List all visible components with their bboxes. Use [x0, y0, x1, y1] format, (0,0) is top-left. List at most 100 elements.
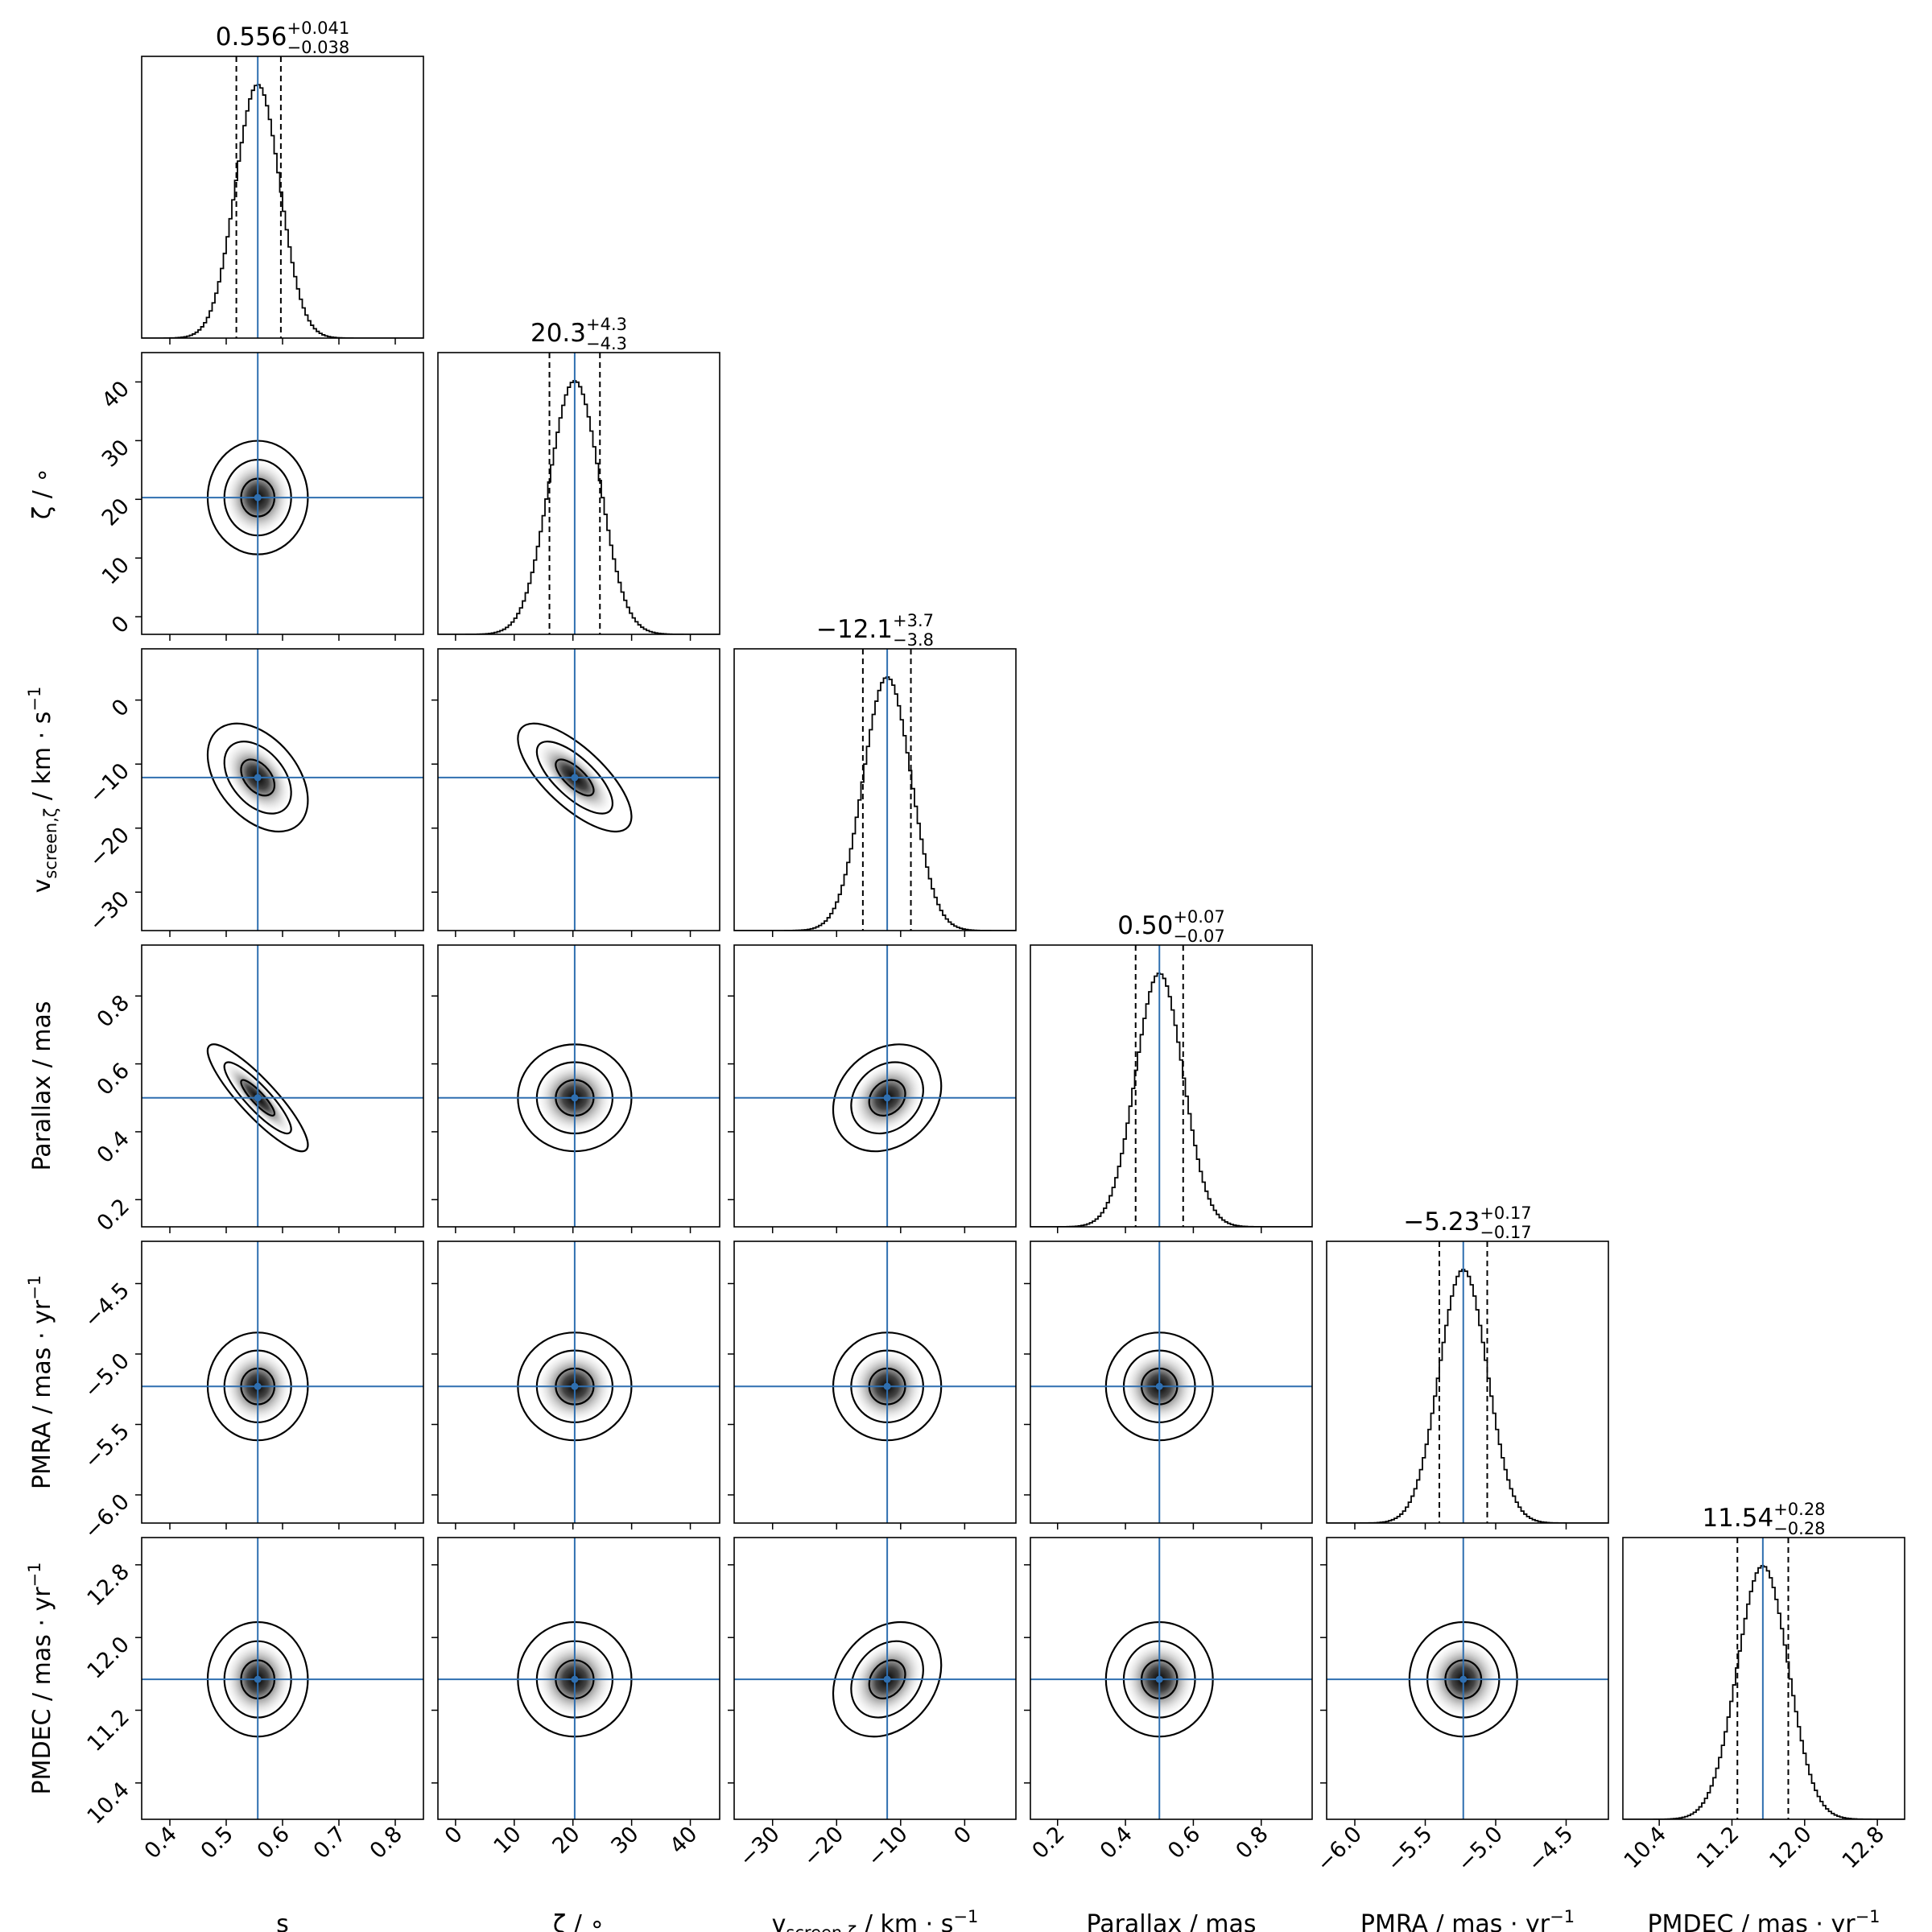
x-tick-label-s: 0.6: [253, 1822, 295, 1864]
panel-v_screen_zeta-vs-s: [135, 648, 424, 937]
x-tick-label-parallax: 0.2: [1027, 1822, 1069, 1864]
x-tick-label-v_screen_zeta: −10: [863, 1822, 913, 1872]
title-value: −5.23: [1403, 1208, 1480, 1236]
title-minus: −3.8: [893, 630, 934, 650]
contour-level-3: [832, 1043, 943, 1153]
title-value: 11.54: [1702, 1504, 1773, 1533]
panel-parallax-vs-v_screen_zeta: [728, 944, 1017, 1233]
title-pmdec: 11.54+0.28 −0.28: [1702, 1500, 1825, 1538]
x-tick-label-pmdec: 12.0: [1765, 1822, 1816, 1873]
x-tick-label-pmra: −4.5: [1523, 1822, 1578, 1876]
truth-point: [1459, 1675, 1468, 1683]
y-axis-label-zeta: ζ / ∘: [28, 468, 56, 519]
y-tick-label-v_screen_zeta: −10: [85, 758, 134, 808]
truth-point: [883, 1094, 891, 1102]
panel-pmra-vs-s: [135, 1241, 424, 1530]
panel-parallax-vs-s: [135, 944, 424, 1233]
panel-pmdec-vs-s: [135, 1537, 424, 1826]
y-tick-label-parallax: 0.2: [93, 1194, 134, 1236]
truth-point: [254, 774, 262, 782]
panel-frame: [1326, 1537, 1609, 1820]
histogram-s: [142, 84, 423, 338]
y-tick-label-parallax: 0.8: [93, 990, 134, 1032]
truth-point: [1155, 1675, 1163, 1683]
title-value: 0.50: [1117, 911, 1173, 940]
panel-pmdec-vs-parallax: [1024, 1537, 1313, 1826]
truth-point: [254, 1382, 262, 1390]
y-tick-label-zeta: 40: [97, 376, 134, 413]
title-value: −12.1: [816, 615, 893, 644]
x-tick-label-pmdec: 10.4: [1620, 1822, 1671, 1873]
x-tick-label-parallax: 0.4: [1096, 1822, 1137, 1864]
truth-point: [571, 1382, 579, 1390]
panel-pmra-vs-parallax: [1024, 1241, 1313, 1530]
panel-frame: [437, 1537, 720, 1820]
panel-frame: [437, 1241, 720, 1524]
y-tick-label-pmdec: 12.0: [83, 1632, 134, 1683]
x-tick-label-pmdec: 11.2: [1692, 1822, 1744, 1873]
truth-point: [883, 1675, 891, 1683]
contour-level-2: [850, 1061, 924, 1135]
y-tick-label-pmra: −5.0: [80, 1348, 134, 1403]
y-tick-label-parallax: 0.6: [93, 1059, 134, 1100]
contour-level-1: [240, 1079, 276, 1117]
title-minus: −0.07: [1173, 927, 1224, 946]
y-tick-label-zeta: 0: [107, 611, 134, 638]
y-tick-label-v_screen_zeta: 0: [107, 695, 134, 722]
x-axis-label-v_screen_zeta: vscreen,ζ / km · s−1: [772, 1907, 979, 1932]
panel-frame: [1622, 1537, 1905, 1820]
truth-point: [1155, 1382, 1163, 1390]
contour-level-1: [240, 758, 276, 797]
y-tick-label-pmra: −6.0: [80, 1489, 134, 1544]
truth-point: [254, 493, 262, 502]
contour-level-1: [868, 1079, 906, 1117]
title-minus: −0.17: [1480, 1223, 1531, 1242]
panel-frame: [437, 944, 720, 1228]
x-axis-label-pmdec: PMDEC / mas · yr−1: [1647, 1907, 1880, 1932]
x-tick-label-zeta: 10: [489, 1822, 526, 1859]
panel-pmdec-vs-zeta: [431, 1537, 720, 1826]
y-axis-label-v_screen_zeta: vscreen,ζ / km · s−1: [25, 687, 60, 894]
x-tick-label-s: 0.5: [196, 1822, 238, 1864]
histogram-panel-s: 0.556+0.041 −0.038: [141, 19, 424, 345]
panel-pmdec-vs-pmra: [1320, 1537, 1609, 1826]
truth-point: [254, 1675, 262, 1683]
y-axis-label-pmdec: PMDEC / mas · yr−1: [25, 1562, 56, 1794]
y-axis-label-pmra: PMRA / mas · yr−1: [25, 1275, 56, 1489]
truth-point: [571, 1675, 579, 1683]
y-tick-label-v_screen_zeta: −20: [85, 823, 134, 873]
x-tick-label-pmdec: 12.8: [1838, 1822, 1889, 1873]
histogram-pmdec: [1623, 1565, 1905, 1819]
panel-frame: [733, 1537, 1017, 1820]
truth-point: [571, 774, 579, 782]
panel-parallax-vs-zeta: [431, 944, 720, 1233]
title-value: 20.3: [530, 319, 586, 348]
panel-zeta-vs-s: [135, 352, 424, 641]
panel-frame: [1030, 944, 1313, 1228]
contour-level-1: [868, 1659, 906, 1699]
y-tick-label-parallax: 0.4: [93, 1126, 134, 1168]
truth-point: [883, 1382, 891, 1390]
y-tick-label-pmdec: 11.2: [83, 1705, 134, 1757]
title-v_screen_zeta: −12.1+3.7 −3.8: [816, 611, 934, 650]
title-minus: −4.3: [586, 334, 627, 353]
title-plus: +0.07: [1173, 907, 1224, 927]
y-tick-label-zeta: 20: [97, 493, 134, 530]
panel-frame: [733, 648, 1017, 931]
title-plus: +0.17: [1480, 1203, 1531, 1223]
contour-level-3: [832, 1620, 943, 1738]
x-tick-label-s: 0.8: [365, 1822, 407, 1864]
histogram-v_screen_zeta: [734, 676, 1016, 931]
truth-point: [254, 1094, 262, 1102]
x-axis-label-s: s: [276, 1910, 289, 1932]
histogram-zeta: [438, 380, 720, 634]
contour-level-3: [206, 1043, 309, 1153]
contour-level-1: [555, 758, 595, 797]
x-tick-label-zeta: 40: [665, 1822, 702, 1859]
title-value: 0.556: [216, 23, 287, 52]
panel-frame: [141, 944, 424, 1228]
x-tick-label-zeta: 20: [547, 1822, 584, 1859]
contour-level-2: [850, 1640, 924, 1719]
x-axis-label-pmra: PMRA / mas · yr−1: [1360, 1907, 1575, 1932]
